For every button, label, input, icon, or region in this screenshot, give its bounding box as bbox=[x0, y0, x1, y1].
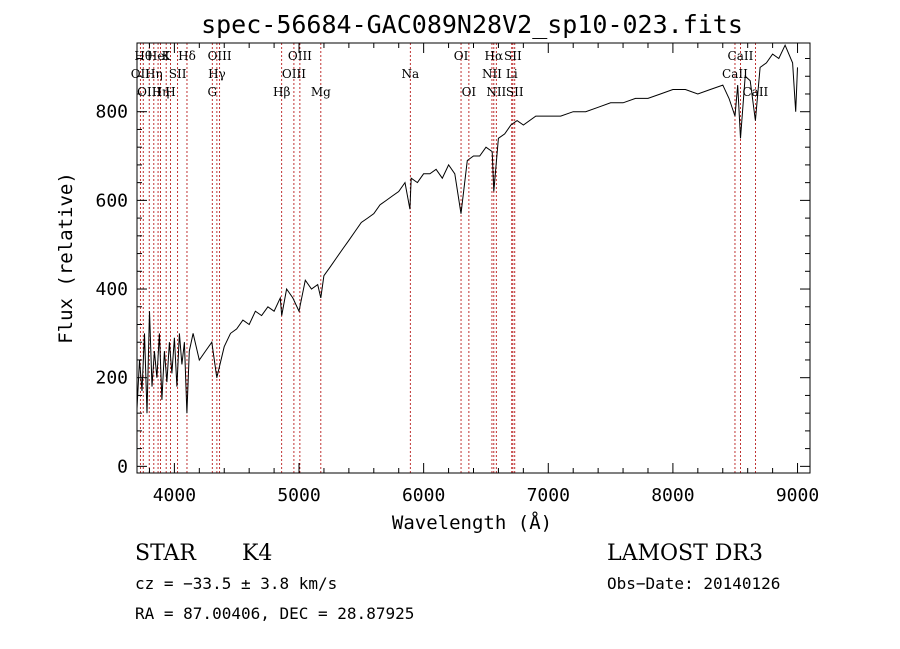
object-class: STAR bbox=[135, 541, 197, 566]
line-label-27: CaII bbox=[728, 49, 754, 63]
survey-name: LAMOST DR3 bbox=[607, 541, 763, 566]
line-label-1: Hθ bbox=[134, 49, 152, 63]
line-label-14: OIII bbox=[282, 67, 306, 81]
line-label-23: Li bbox=[506, 67, 518, 81]
line-label-17: Na bbox=[401, 67, 419, 81]
line-label-5: Hη bbox=[152, 85, 170, 99]
line-label-15: OIII bbox=[288, 49, 312, 63]
line-markers-group bbox=[139, 43, 756, 473]
x-tick-label-5: 9000 bbox=[776, 485, 819, 506]
line-label-20: NII bbox=[482, 67, 502, 81]
line-label-28: CaII bbox=[742, 85, 768, 99]
y-tick-label-2: 400 bbox=[95, 279, 128, 300]
x-tick-label-2: 6000 bbox=[402, 485, 445, 506]
x-axis-label: Wavelength (Å) bbox=[392, 511, 552, 534]
line-label-2: OIII bbox=[137, 85, 161, 99]
line-label-19: OI bbox=[462, 85, 477, 99]
y-tick-label-3: 600 bbox=[95, 190, 128, 211]
line-label-24: SII bbox=[504, 49, 522, 63]
y-ticks-group: 0 200 400 600 800 bbox=[95, 58, 810, 477]
y-tick-label-0: 0 bbox=[117, 456, 128, 477]
line-label-18: OI bbox=[454, 49, 469, 63]
x-tick-label-1: 5000 bbox=[277, 485, 320, 506]
x-tick-label-0: 4000 bbox=[153, 485, 196, 506]
y-axis-label: Flux (relative) bbox=[55, 172, 77, 344]
line-label-12: OIII bbox=[208, 49, 232, 63]
redshift-text: cz = −33.5 ± 3.8 km/s bbox=[135, 574, 337, 593]
line-label-0: OII bbox=[131, 67, 151, 81]
y-tick-label-4: 800 bbox=[95, 102, 128, 123]
line-label-21: Hα bbox=[485, 49, 504, 63]
x-ticks-group: 4000 5000 6000 7000 8000 9000 bbox=[148, 43, 819, 506]
line-label-11: Hγ bbox=[208, 67, 226, 81]
line-label-10: G bbox=[207, 85, 217, 99]
line-label-25: SII bbox=[506, 85, 524, 99]
line-label-22: NII bbox=[486, 85, 506, 99]
line-label-16: Mg bbox=[311, 85, 331, 99]
line-label-8: SII bbox=[169, 67, 187, 81]
line-label-7: H bbox=[165, 85, 175, 99]
y-tick-label-1: 200 bbox=[95, 368, 128, 389]
chart-title: spec-56684-GAC089N28V2_sp10-023.fits bbox=[201, 10, 743, 39]
line-label-9: Hδ bbox=[178, 49, 196, 63]
line-label-4: HeI bbox=[147, 49, 170, 63]
x-tick-label-4: 8000 bbox=[651, 485, 694, 506]
spectrum-line bbox=[136, 43, 798, 414]
coordinates-text: RA = 87.00406, DEC = 28.87925 bbox=[135, 604, 414, 623]
obs-date-text: Obs−Date: 20140126 bbox=[607, 574, 780, 593]
x-tick-label-3: 7000 bbox=[527, 485, 570, 506]
plot-frame bbox=[136, 42, 811, 474]
line-label-26: CaII bbox=[722, 67, 748, 81]
object-subclass: K4 bbox=[242, 541, 272, 566]
line-labels-group: OIIHθOIIIHηHeIHηKHSIIHδGHγOIIIHβOIIIOIII… bbox=[131, 49, 769, 99]
line-label-3: Hη bbox=[145, 67, 163, 81]
line-label-6: K bbox=[162, 49, 172, 63]
line-label-13: Hβ bbox=[273, 85, 290, 99]
